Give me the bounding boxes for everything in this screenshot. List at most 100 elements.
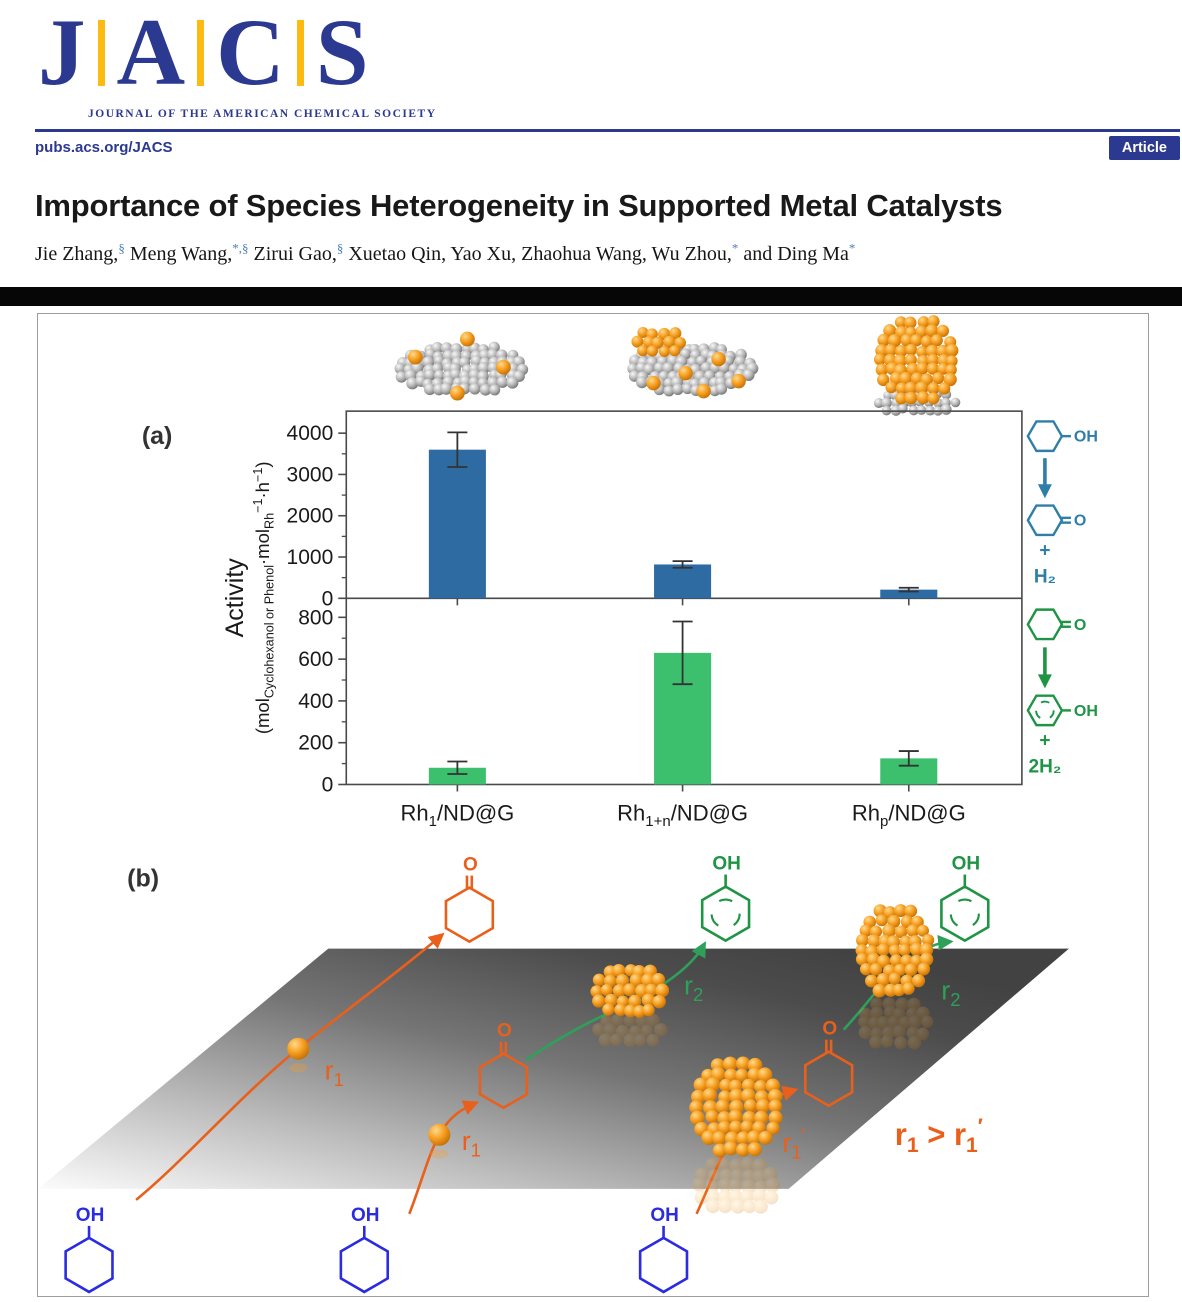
molecule-substituent-label: O — [822, 1019, 837, 1040]
model-rh1-single-atoms — [394, 331, 529, 401]
y-axis-unit-label: (molCyclohexanol or Phenol·molRh−1·h−1) — [251, 461, 277, 734]
molecule-cyclohexanol: OH — [64, 1205, 114, 1294]
molecule-substituent-label: OH — [952, 854, 981, 875]
molecule-substituent-label: O — [1074, 617, 1086, 634]
molecule-substituent-label: OH — [1074, 703, 1098, 720]
r1-label-left: r1 — [325, 1056, 344, 1091]
molecule-cyclohexanol: OH — [339, 1205, 390, 1294]
molecule-substituent-label: O — [1074, 513, 1086, 530]
reaction-scheme-cyclohexanone-to-phenol: O OH +2H₂ — [1026, 608, 1098, 777]
rate-inequality-label: r1 > r1′ — [895, 1115, 983, 1157]
x-axis-category-label: Rh1+n/ND@G — [617, 801, 748, 830]
rh-single-atoms — [287, 1037, 451, 1159]
figure-1: (a) 0 1000 2000 3000 4000 0 200 400 600 800 Rh1/ND@… — [37, 313, 1149, 1297]
r1-label-middle: r1 — [462, 1126, 481, 1161]
rh-cluster-flat-middle — [590, 963, 670, 1048]
article-type-badge: Article — [1108, 136, 1180, 160]
molecule-phenol: OH — [1026, 694, 1098, 727]
molecule-cyclohexanol: OH — [1026, 420, 1098, 453]
journal-url-link[interactable]: pubs.acs.org/JACS — [35, 139, 173, 156]
x-axis-category-label: Rh1/ND@G — [400, 801, 514, 830]
molecule-cyclohexanone: O — [803, 1019, 854, 1108]
molecule-substituent-label: O — [463, 855, 478, 876]
y-axis-tick-label: 0 — [322, 587, 334, 610]
model-rhp-nanoparticle — [873, 315, 961, 416]
header-divider-rule — [35, 129, 1180, 132]
author-affiliation-mark: § — [118, 240, 125, 256]
molecule-phenol: OH — [940, 854, 990, 943]
y-axis-tick-label: 2000 — [287, 505, 334, 528]
y-axis-tick-label: 800 — [298, 606, 333, 629]
catalyst-model-illustrations — [394, 315, 961, 416]
jacs-logo-letter: A — [116, 0, 186, 105]
x-axis-category-label: Rhp/ND@G — [852, 801, 966, 830]
jacs-logo-subtitle: JOURNAL OF THE AMERICAN CHEMICAL SOCIETY — [88, 108, 437, 120]
molecule-substituent-label: OH — [1074, 429, 1098, 446]
jacs-logo-letter: C — [216, 0, 285, 105]
molecule-cyclohexanol: OH — [638, 1205, 689, 1294]
author-name: Xuetao Qin, — [343, 243, 447, 265]
panel-b-label: (b) — [127, 865, 159, 893]
author-affiliation-mark: *,§ — [232, 240, 249, 256]
rate-labels: r1 r1 r1′ r2 r2 r1 > r1′ — [325, 971, 983, 1163]
r2-label-middle: r2 — [684, 971, 703, 1006]
error-bar — [898, 750, 919, 767]
rh-nanoparticle-large — [689, 1056, 783, 1214]
figure-1-graphic: (a) 0 1000 2000 3000 4000 0 200 400 600 800 Rh1/ND@… — [38, 315, 1098, 1294]
molecule-cyclohexanone: O — [444, 855, 495, 944]
hydrogen-label: H₂ — [1034, 566, 1056, 587]
hydrogen-label: 2H₂ — [1029, 756, 1062, 777]
y-axis-tick-label: 400 — [298, 690, 333, 713]
bar-cyclohexanol-dehydrogenation-top-panel-cat1 — [654, 564, 712, 599]
error-bar — [672, 560, 693, 569]
article-title: Importance of Species Heterogeneity in S… — [35, 188, 1003, 223]
author-name: and Ding Ma — [738, 243, 849, 265]
molecule-phenol: OH — [700, 854, 751, 943]
y-axis-tick-label: 200 — [298, 732, 333, 755]
cyclohexanone-dehydrogenation-bottom-panel: 0 200 400 600 800 — [298, 606, 938, 796]
author-name: Meng Wang, — [124, 243, 233, 265]
author-affiliation-mark: * — [731, 240, 739, 256]
author-name: Zhaohua Wang, — [516, 243, 647, 265]
author-name: Yao Xu, — [446, 243, 517, 265]
author-name: Zirui Gao, — [248, 243, 337, 265]
molecule-substituent-label: O — [497, 1021, 512, 1042]
error-bar — [898, 586, 919, 593]
error-bar — [672, 620, 693, 686]
author-name: Jie Zhang, — [35, 243, 119, 265]
author-affiliation-mark: § — [336, 240, 344, 256]
author-affiliation-mark: * — [848, 240, 856, 256]
reaction-scheme-cyclohexanol-to-cyclohexanone: OH O + H₂ — [1026, 420, 1098, 587]
y-axis-tick-label: 600 — [298, 648, 333, 671]
rh-nanoparticle-topright — [855, 904, 935, 1050]
model-rh1n-atoms-plus-cluster — [627, 326, 759, 399]
panel-a-label: (a) — [142, 422, 173, 450]
molecule-cyclohexanone: O — [478, 1021, 529, 1110]
plus-sign: + — [1039, 540, 1050, 561]
panel-b-illustration: (b) OH OH OH O O O OH OH r1 r1 r1′ r2 r2 r1 > r1′ — [38, 854, 1069, 1294]
y-axis-tick-label: 4000 — [287, 422, 334, 445]
y-axis-title: Activity — [221, 558, 249, 638]
error-bar — [447, 760, 468, 775]
y-axis-tick-label: 0 — [322, 773, 334, 796]
molecule-substituent-label: OH — [712, 854, 741, 875]
graphene-support-surface — [38, 948, 1069, 1189]
article-authors: Jie Zhang,§ Meng Wang,*,§ Zirui Gao,§ Xu… — [35, 240, 1170, 266]
section-divider-band — [0, 287, 1182, 306]
jacs-logo-gold-bar — [197, 20, 205, 86]
panel-a-bar-chart: (a) 0 1000 2000 3000 4000 0 200 400 600 800 Rh1/ND@… — [142, 410, 1023, 830]
r1-prime-label: r1′ — [782, 1125, 805, 1163]
jacs-logo-letter: S — [315, 0, 369, 105]
molecule-cyclohexanone: O — [1026, 504, 1086, 537]
jacs-logo-gold-bar — [296, 20, 304, 86]
jacs-logo-gold-bar — [97, 20, 105, 86]
author-name: Wu Zhou, — [646, 243, 732, 265]
molecule-substituent-label: OH — [650, 1205, 679, 1226]
bar-cyclohexanol-dehydrogenation-top-panel-cat2 — [880, 589, 938, 599]
panel-b-molecules: OH OH OH O O O OH OH — [64, 854, 990, 1294]
molecule-substituent-label: OH — [351, 1205, 380, 1226]
r2-label-right: r2 — [941, 976, 960, 1011]
error-bar — [447, 431, 468, 468]
